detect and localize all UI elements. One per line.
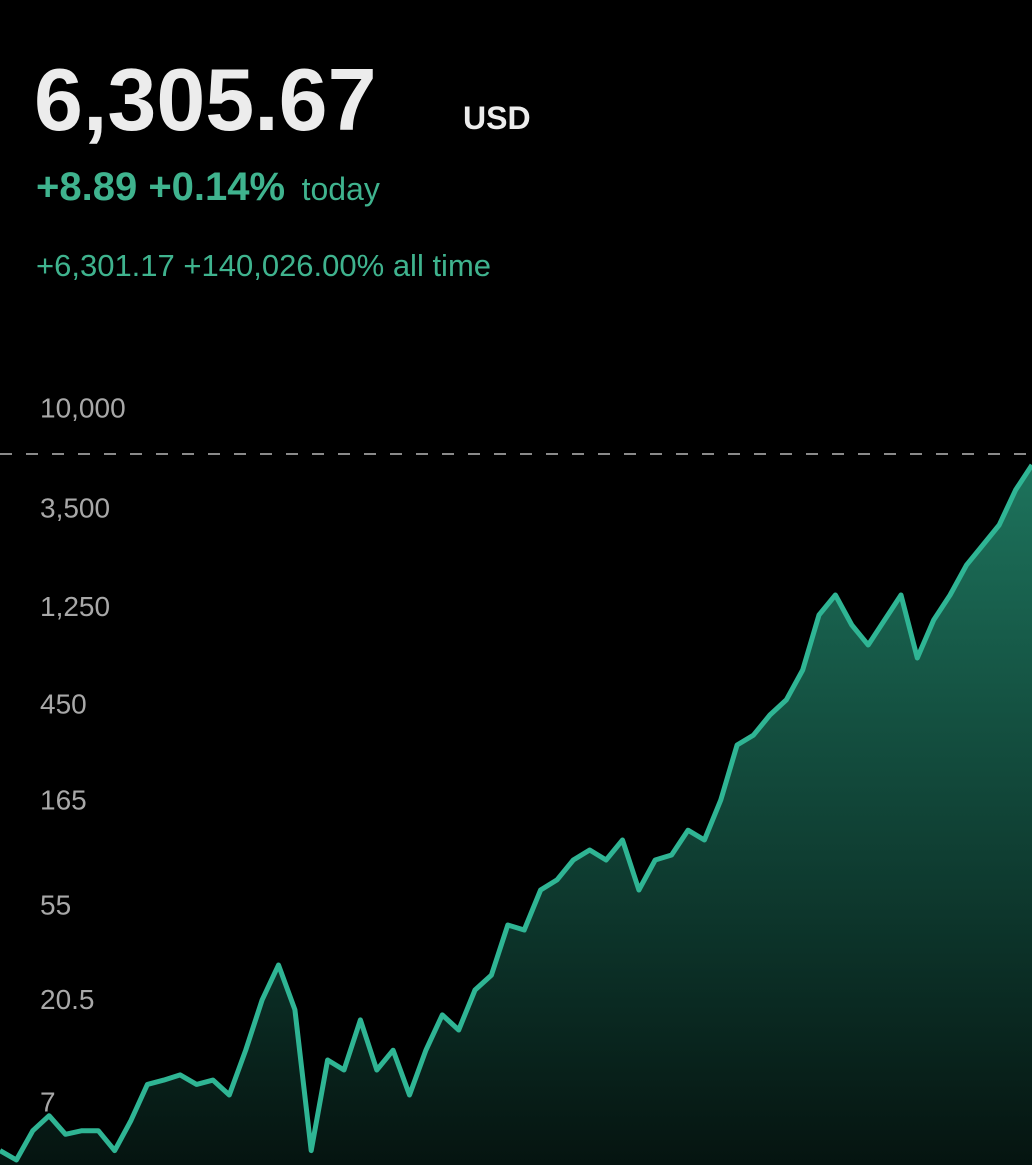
line (0, 463, 1032, 1163)
price: 6,305.67 (34, 50, 377, 149)
y-tick-label: 10,000 (40, 392, 126, 423)
today-label: today (302, 171, 380, 207)
y-tick-label: 450 (40, 689, 87, 720)
y-tick-label: 1,250 (40, 591, 110, 622)
today-change: +8.89 +0.14% (36, 165, 285, 209)
y-tick-label: 7 (40, 1086, 56, 1117)
area (0, 465, 1032, 1165)
y-tick-label: 165 (40, 785, 87, 816)
y-tick-label: 3,500 (40, 493, 110, 524)
y-tick-label: 55 (40, 890, 71, 921)
today-line: +8.89 +0.14% today (36, 165, 380, 209)
currency: USD (463, 100, 531, 136)
chart: 10,000 3,500 1,250 450 165 55 20.5 7 (0, 392, 1032, 1165)
y-tick-label: 20.5 (40, 984, 95, 1015)
all-time: +6,301.17 +140,026.00% all time (36, 248, 491, 283)
